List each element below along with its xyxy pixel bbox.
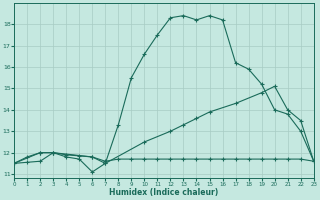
X-axis label: Humidex (Indice chaleur): Humidex (Indice chaleur): [109, 188, 219, 197]
